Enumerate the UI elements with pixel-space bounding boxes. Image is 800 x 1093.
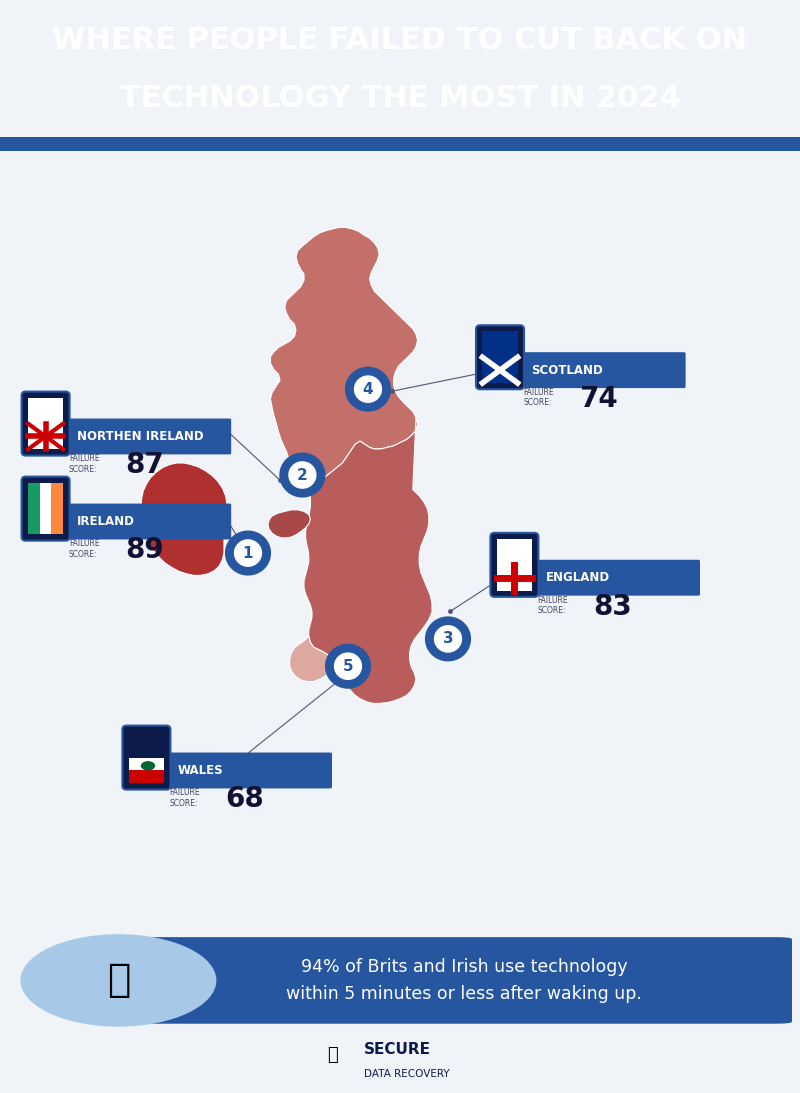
Text: 94% of Brits and Irish use technology
within 5 minutes or less after waking up.: 94% of Brits and Irish use technology wi…: [286, 957, 642, 1003]
Ellipse shape: [20, 935, 216, 1026]
Text: 4: 4: [362, 381, 374, 397]
Polygon shape: [226, 531, 270, 575]
FancyBboxPatch shape: [166, 752, 332, 788]
Text: 🧍: 🧍: [106, 962, 130, 999]
Polygon shape: [290, 636, 336, 682]
Polygon shape: [434, 626, 462, 653]
FancyBboxPatch shape: [534, 560, 700, 596]
Polygon shape: [338, 674, 358, 685]
Text: FAILURE
SCORE:: FAILURE SCORE:: [69, 540, 99, 559]
Bar: [28, 398, 63, 449]
Text: DATA RECOVERY: DATA RECOVERY: [364, 1069, 450, 1079]
Bar: [40, 483, 51, 534]
FancyBboxPatch shape: [490, 533, 538, 597]
Text: ENGLAND: ENGLAND: [546, 572, 610, 585]
Text: IRELAND: IRELAND: [77, 515, 134, 528]
Polygon shape: [438, 647, 458, 658]
Polygon shape: [358, 397, 378, 408]
Text: FAILURE
SCORE:: FAILURE SCORE:: [538, 596, 568, 615]
FancyBboxPatch shape: [476, 326, 524, 389]
Polygon shape: [354, 376, 382, 402]
Bar: [482, 331, 518, 383]
Text: 83: 83: [594, 592, 632, 621]
FancyBboxPatch shape: [66, 504, 231, 540]
Text: 89: 89: [125, 537, 163, 564]
Polygon shape: [234, 540, 262, 566]
Text: 87: 87: [125, 451, 163, 480]
Bar: [51, 483, 63, 534]
Polygon shape: [334, 654, 362, 680]
Text: WALES: WALES: [178, 764, 223, 777]
Text: FAILURE
SCORE:: FAILURE SCORE:: [523, 388, 554, 408]
Polygon shape: [280, 454, 325, 497]
Bar: [129, 771, 164, 784]
FancyBboxPatch shape: [520, 352, 686, 388]
Text: NORTHEN IRELAND: NORTHEN IRELAND: [77, 430, 203, 443]
Polygon shape: [289, 462, 316, 489]
Text: 2: 2: [297, 468, 308, 482]
FancyBboxPatch shape: [122, 726, 170, 789]
Text: TECHNOLOGY THE MOST IN 2024: TECHNOLOGY THE MOST IN 2024: [119, 83, 681, 113]
Polygon shape: [268, 509, 310, 538]
Text: 68: 68: [226, 785, 264, 813]
Text: FAILURE
SCORE:: FAILURE SCORE:: [69, 455, 99, 473]
FancyBboxPatch shape: [22, 477, 70, 541]
Bar: [497, 539, 532, 590]
Text: 🔒: 🔒: [326, 1046, 338, 1063]
Text: SECURE: SECURE: [364, 1043, 431, 1057]
Ellipse shape: [141, 761, 155, 771]
Text: SCOTLAND: SCOTLAND: [531, 364, 603, 377]
Polygon shape: [346, 367, 390, 411]
Bar: [0, 138, 800, 151]
Bar: [28, 483, 40, 534]
Polygon shape: [326, 645, 370, 689]
Text: 1: 1: [242, 545, 254, 561]
Polygon shape: [304, 418, 432, 704]
Polygon shape: [238, 561, 258, 572]
Polygon shape: [426, 618, 470, 661]
FancyBboxPatch shape: [22, 391, 70, 456]
Text: 74: 74: [579, 385, 618, 413]
Polygon shape: [270, 227, 418, 494]
FancyBboxPatch shape: [66, 419, 231, 455]
Bar: [129, 757, 164, 771]
FancyBboxPatch shape: [120, 937, 792, 1024]
Polygon shape: [141, 463, 227, 575]
Text: 3: 3: [442, 632, 454, 646]
Text: 5: 5: [342, 659, 354, 673]
Text: FAILURE
SCORE:: FAILURE SCORE:: [170, 788, 200, 808]
Polygon shape: [292, 483, 313, 494]
Text: WHERE PEOPLE FAILED TO CUT BACK ON: WHERE PEOPLE FAILED TO CUT BACK ON: [53, 26, 747, 56]
